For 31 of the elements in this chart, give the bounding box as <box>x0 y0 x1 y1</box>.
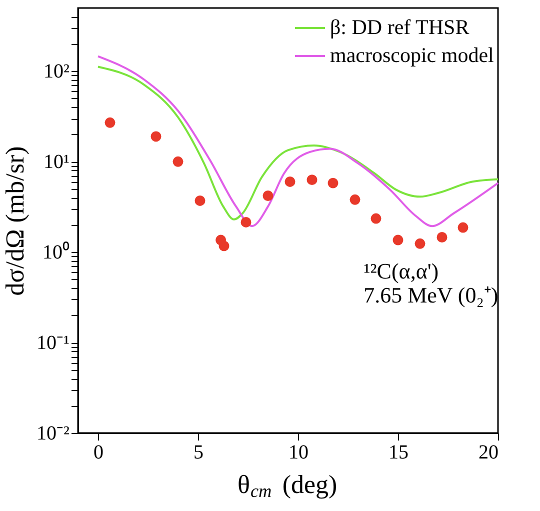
point <box>392 234 404 246</box>
point <box>218 240 230 252</box>
point <box>328 178 338 188</box>
x-tick-label: 20 <box>478 442 498 464</box>
y-tick-label: 10⁻² <box>36 422 70 444</box>
point <box>262 190 274 201</box>
point <box>284 176 296 187</box>
annotation: ¹²C(α,α') <box>364 258 439 284</box>
annotation: 7.65 MeV (0₂⁺) <box>364 282 498 308</box>
legend-label: macroscopic model <box>330 43 494 67</box>
x-tick-label: 0 <box>94 442 104 464</box>
y-tick-label: 10⁰ <box>42 240 70 264</box>
y-tick-label: 10² <box>44 60 70 83</box>
legend-label: β: DD ref THSR <box>330 15 470 39</box>
x-tick-label: 15 <box>388 442 408 464</box>
point <box>194 195 206 206</box>
point <box>104 117 116 128</box>
point <box>150 131 162 142</box>
point <box>370 213 382 224</box>
y-tick-label: 10⁻¹ <box>36 332 70 354</box>
point <box>414 238 426 249</box>
point <box>350 194 360 205</box>
x-tick-label: 10 <box>288 442 308 464</box>
point <box>458 222 468 233</box>
point <box>436 232 448 242</box>
point <box>172 156 184 167</box>
y-axis-title: dσ/dΩ (mb/sr) <box>0 146 30 296</box>
x-tick-label: 5 <box>194 442 204 464</box>
point <box>306 174 318 186</box>
y-tick-label: 10¹ <box>44 151 70 174</box>
point <box>240 216 252 228</box>
